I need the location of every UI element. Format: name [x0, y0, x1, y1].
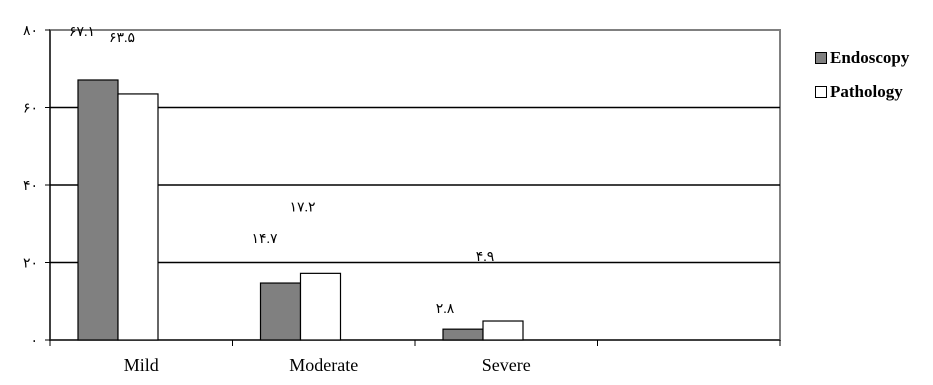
x-tick-label: Moderate	[289, 355, 358, 375]
y-tick-label: ۲۰	[23, 257, 38, 272]
legend-label-pathology: Pathology	[830, 82, 903, 102]
y-tick-label: ۴۰	[23, 179, 38, 194]
bar-endoscopy-severe	[443, 329, 483, 340]
y-tick-label: ۶۰	[23, 102, 38, 117]
data-label: ۱۴.۷	[251, 232, 278, 247]
x-tick-label: Mild	[124, 355, 159, 375]
data-label: ۶۷.۱	[69, 25, 95, 40]
bar-pathology-mild	[118, 94, 158, 340]
legend-item-pathology: Pathology	[815, 82, 903, 102]
data-label: ۶۳.۵	[109, 31, 135, 46]
bar-pathology-severe	[483, 321, 523, 340]
legend: Endoscopy Pathology	[809, 42, 933, 116]
data-label: ۲.۸	[436, 302, 455, 317]
legend-item-endoscopy: Endoscopy	[815, 48, 909, 68]
y-tick-label: ۰	[30, 334, 38, 349]
legend-swatch-endoscopy	[815, 52, 827, 64]
y-tick-label: ۸۰	[23, 24, 38, 39]
bar-pathology-moderate	[301, 273, 341, 340]
bar-endoscopy-mild	[78, 80, 118, 340]
data-label: ۱۷.۲	[289, 200, 315, 215]
data-label: ۴.۹	[476, 250, 495, 265]
legend-swatch-pathology	[815, 86, 827, 98]
bar-endoscopy-moderate	[261, 283, 301, 340]
x-tick-label: Severe	[482, 355, 531, 375]
legend-label-endoscopy: Endoscopy	[830, 48, 909, 68]
